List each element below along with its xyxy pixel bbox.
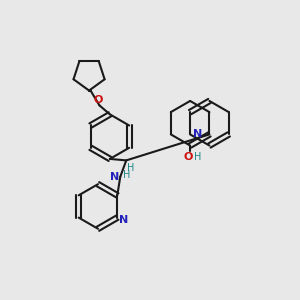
Text: H: H bbox=[127, 163, 134, 173]
Text: O: O bbox=[184, 152, 193, 162]
Text: H: H bbox=[123, 170, 130, 180]
Text: H: H bbox=[194, 152, 201, 162]
Text: O: O bbox=[93, 94, 103, 104]
Text: N: N bbox=[110, 172, 119, 182]
Text: N: N bbox=[119, 215, 128, 225]
Text: N: N bbox=[193, 129, 202, 140]
